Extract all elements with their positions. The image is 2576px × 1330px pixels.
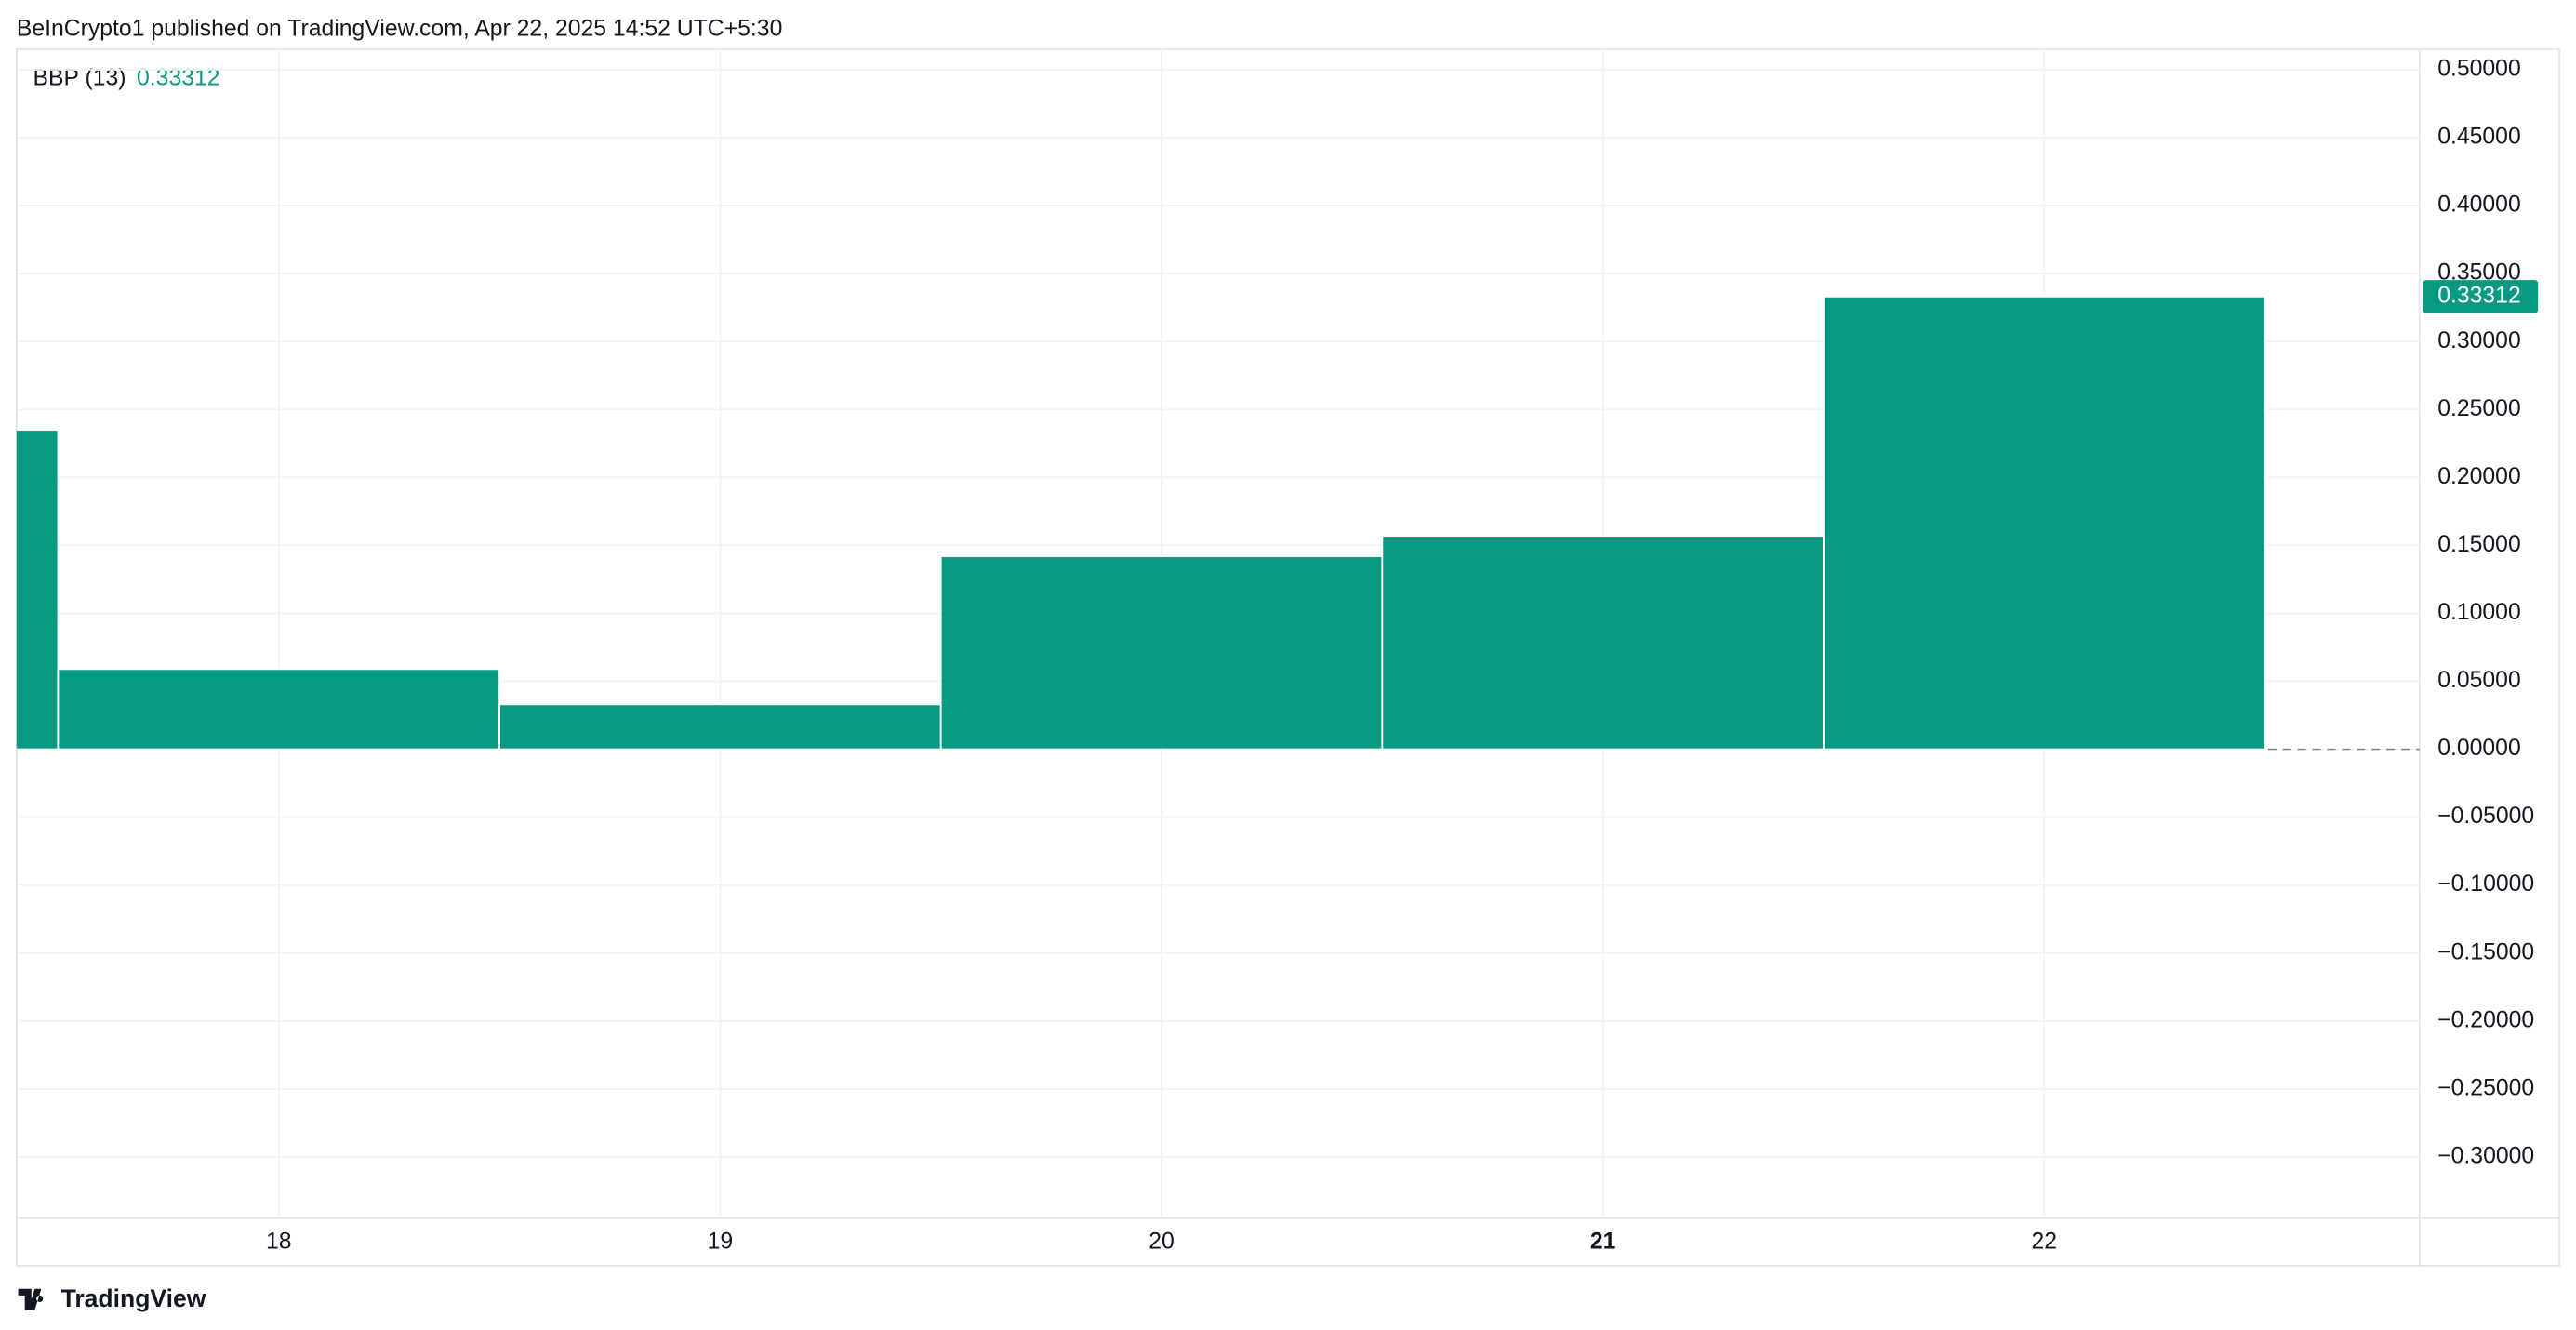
bars [16,295,2266,751]
y-tick-label: −0.10000 [2437,871,2534,897]
bar [939,555,1384,751]
price-tag-label: 0.33312 [2437,283,2521,308]
y-tick-label: 0.00000 [2437,736,2521,761]
logo [18,1288,44,1310]
y-tick-label: 0.30000 [2437,328,2521,353]
bar [498,703,942,751]
y-tick-label: −0.15000 [2437,939,2534,964]
y-tick-label: 0.25000 [2437,396,2521,421]
x-tick-label: 19 [708,1230,734,1255]
y-tick-label: 0.20000 [2437,464,2521,489]
y-tick-label: 0.45000 [2437,125,2521,150]
bar [1381,535,1825,751]
bar [1823,295,2266,751]
x-tick-label: 20 [1149,1230,1175,1255]
y-tick-label: −0.30000 [2437,1143,2534,1168]
y-tick-label: −0.20000 [2437,1007,2534,1032]
y-tick-label: 0.40000 [2437,193,2521,218]
header: BeInCrypto1 published on TradingView.com… [17,16,783,41]
y-tick-label: 0.15000 [2437,532,2521,557]
y-tick-label: 0.10000 [2437,600,2521,625]
footer-brand: TradingView [61,1284,206,1312]
x-tick-label: 22 [2032,1230,2058,1255]
bar [57,668,500,751]
y-tick-label: −0.25000 [2437,1075,2534,1100]
grid [16,49,2420,1218]
y-tick-label: −0.05000 [2437,804,2534,829]
x-tick-label: 21 [1590,1230,1616,1255]
y-tick-label: 0.05000 [2437,668,2521,693]
bar [16,429,60,751]
x-tick-label: 18 [266,1230,292,1255]
price-tag [2423,280,2539,313]
y-tick-label: 0.50000 [2437,57,2521,82]
